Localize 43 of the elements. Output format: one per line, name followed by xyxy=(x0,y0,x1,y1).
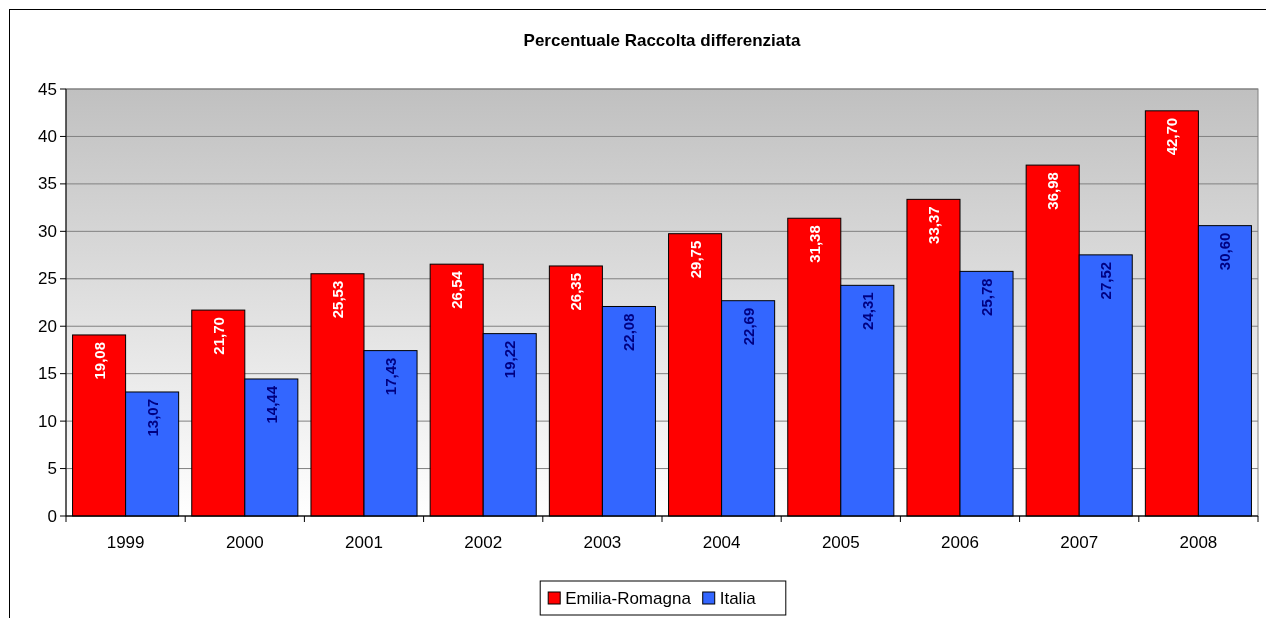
y-tick-label: 25 xyxy=(38,269,57,289)
x-tick-label: 2005 xyxy=(821,533,860,552)
data-label: 13,07 xyxy=(143,398,161,437)
data-label: 14,44 xyxy=(262,385,280,424)
y-tick-label: 35 xyxy=(38,174,57,194)
x-tick-label: 2002 xyxy=(464,533,503,552)
x-tick-label: 2003 xyxy=(583,533,622,552)
data-label: 25,53 xyxy=(328,280,346,319)
y-tick-label: 15 xyxy=(38,364,57,384)
data-label: 30,60 xyxy=(1216,232,1234,271)
y-tick-label: 10 xyxy=(38,411,57,431)
x-tick-label: 2004 xyxy=(702,533,741,552)
y-tick-label: 40 xyxy=(38,126,57,146)
data-label: 24,31 xyxy=(858,292,876,330)
x-tick-label: 2008 xyxy=(1179,533,1218,552)
data-label: 29,75 xyxy=(686,240,704,279)
data-label: 22,08 xyxy=(620,313,638,352)
data-label: 21,70 xyxy=(209,317,227,355)
data-label: 19,08 xyxy=(90,341,108,380)
data-label: 26,54 xyxy=(448,270,466,309)
x-tick-label: 2006 xyxy=(941,533,979,552)
x-tick-label: 2001 xyxy=(345,533,383,552)
data-label: 42,70 xyxy=(1163,117,1181,156)
x-tick-label: 2000 xyxy=(225,533,264,552)
y-tick-label: 20 xyxy=(38,316,57,336)
data-label: 31,38 xyxy=(805,225,823,263)
data-label: 26,35 xyxy=(567,272,585,311)
data-label: 22,69 xyxy=(739,307,757,346)
data-label: 19,22 xyxy=(501,340,519,379)
legend-label: Italia xyxy=(719,588,757,608)
y-tick-label: 30 xyxy=(38,221,57,241)
x-tick-label: 1999 xyxy=(106,533,145,552)
y-tick-label: 0 xyxy=(47,506,57,526)
chart-title: Percentuale Raccolta differenziata xyxy=(523,31,801,50)
data-label: 33,37 xyxy=(924,206,942,244)
data-label: 36,98 xyxy=(1044,172,1062,210)
data-label: 17,43 xyxy=(382,357,400,396)
legend-label: Emilia-Romagna xyxy=(565,588,692,608)
x-tick-label: 2007 xyxy=(1060,533,1099,552)
y-tick-label: 45 xyxy=(38,79,57,99)
y-tick-label: 5 xyxy=(47,459,57,479)
data-label: 25,78 xyxy=(978,278,996,316)
data-label: 27,52 xyxy=(1097,261,1115,300)
